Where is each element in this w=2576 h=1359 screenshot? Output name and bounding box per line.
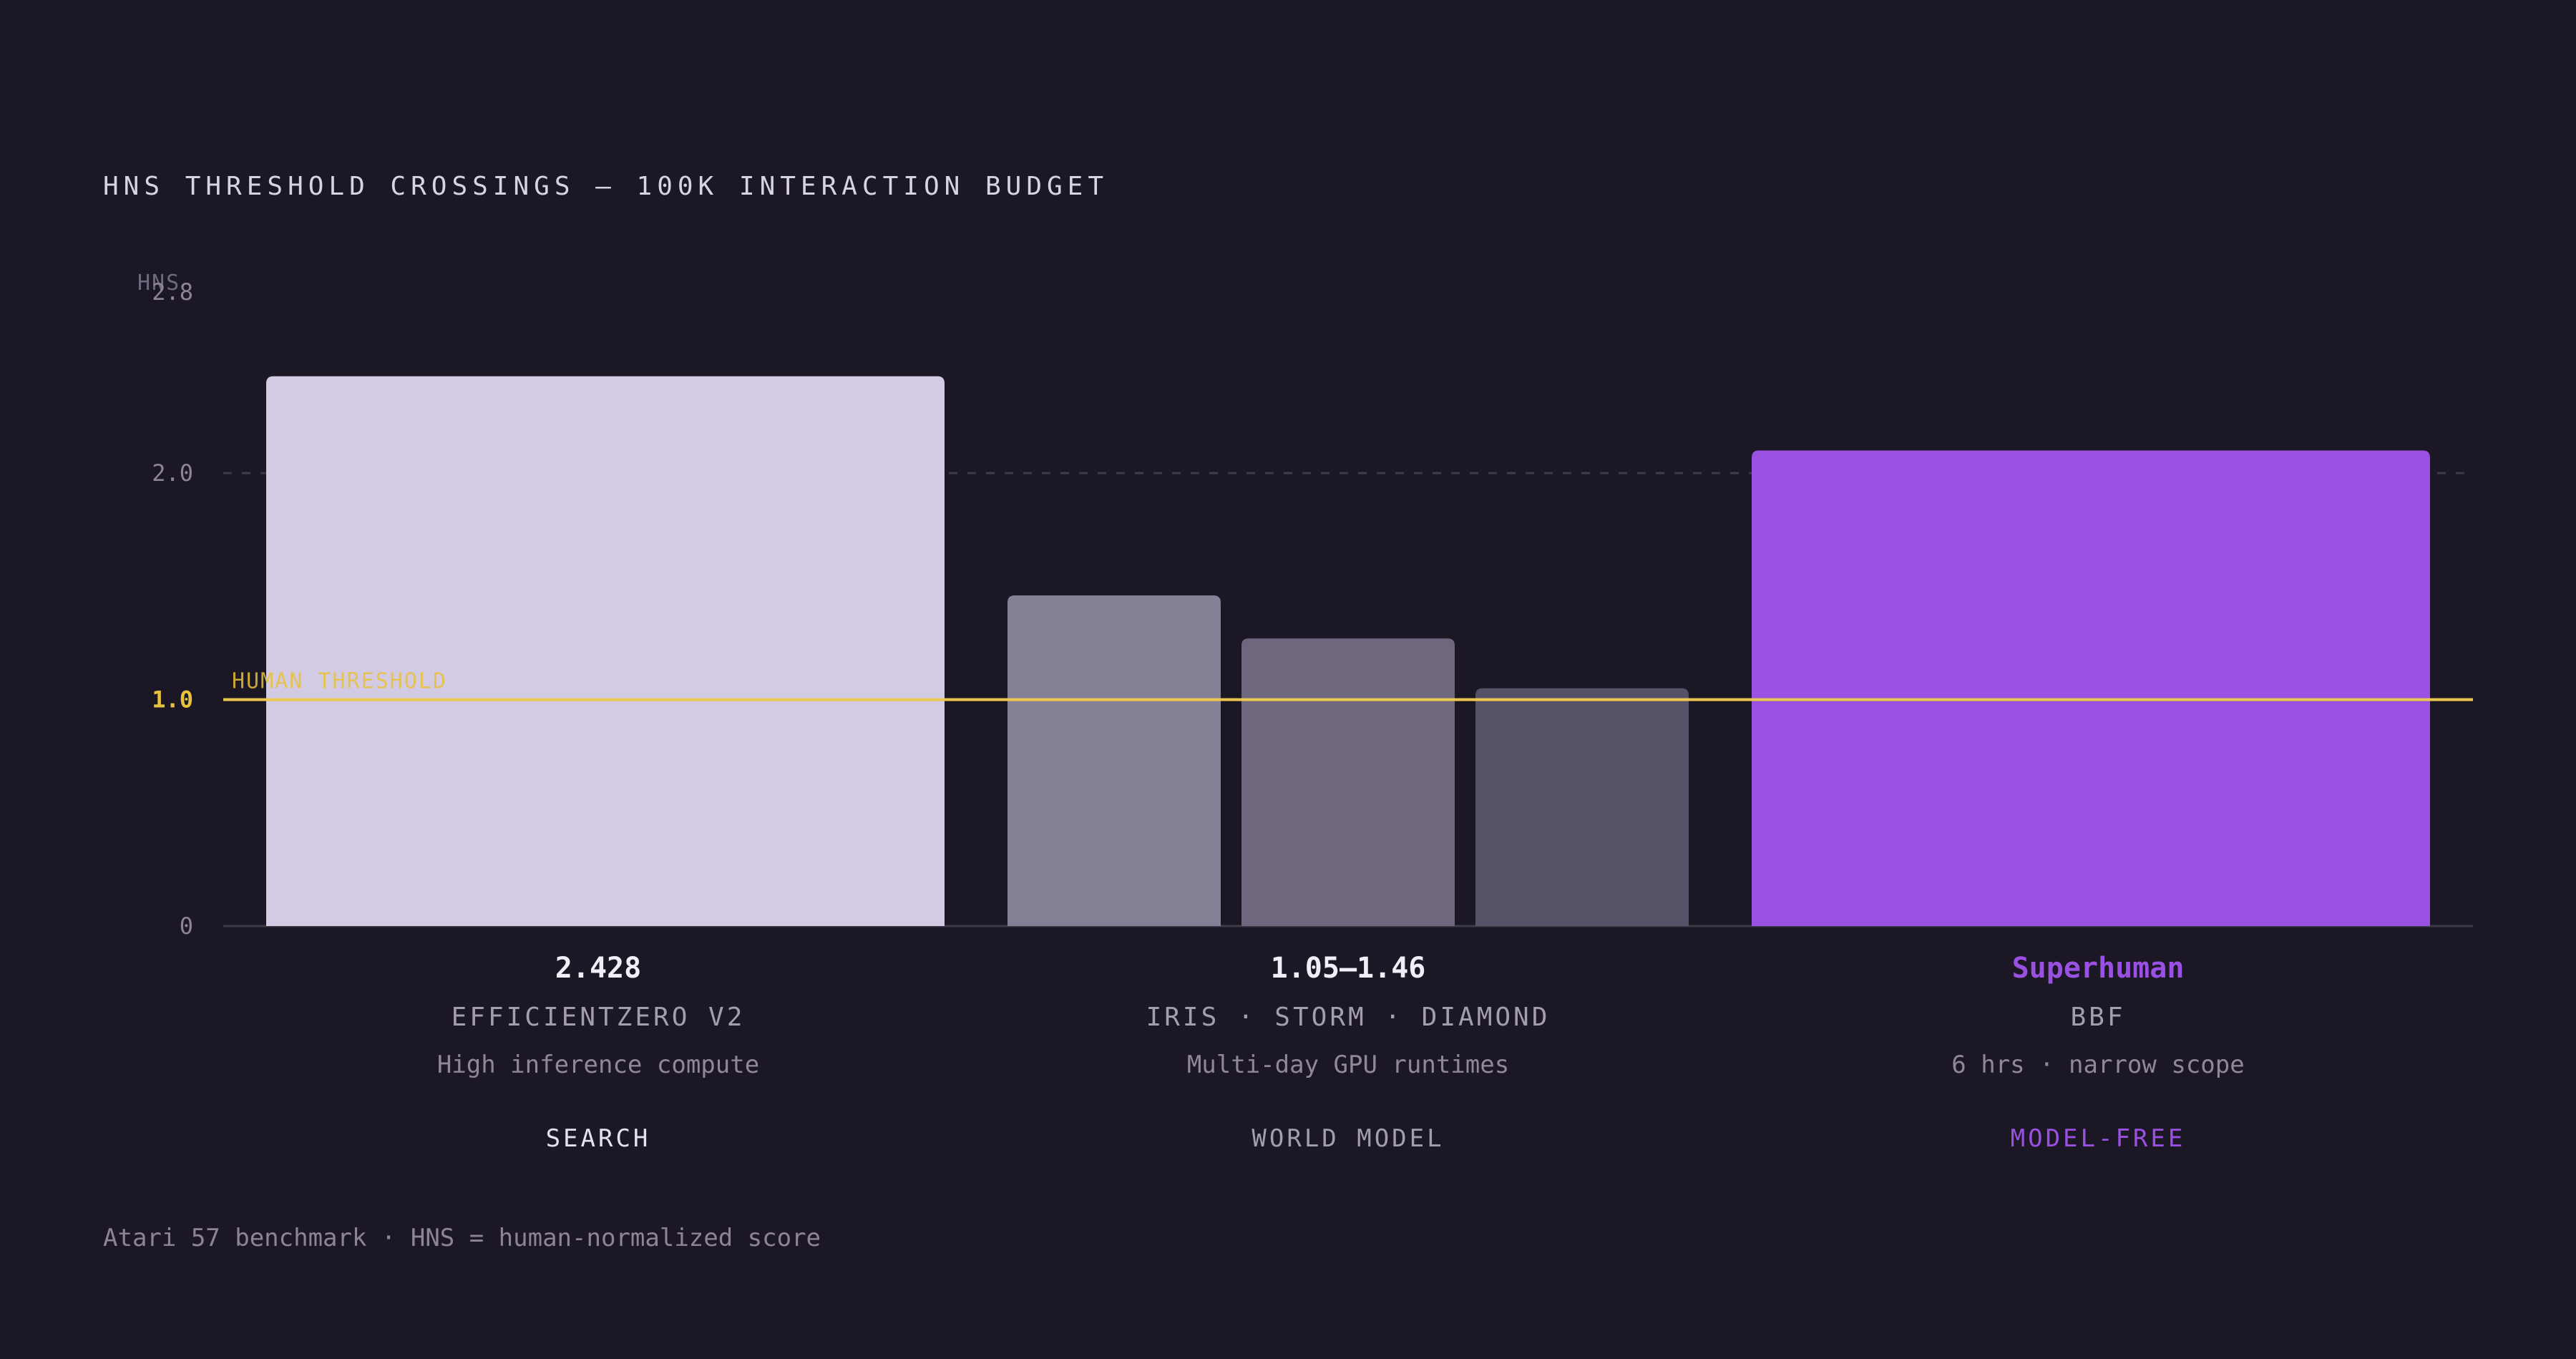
category-label-world-model: WORLD MODEL [1252, 1124, 1444, 1153]
bar-world-model-1 [1008, 595, 1221, 926]
model-note-model-free: 6 hrs · narrow scope [1951, 1051, 2244, 1079]
bar-world-model-3 [1475, 688, 1689, 926]
category-label-search: SEARCH [546, 1124, 651, 1153]
category-label-model-free: MODEL-FREE [2011, 1124, 2186, 1153]
model-name-model-free: BBF [2070, 1003, 2125, 1032]
y-tick-label: 1.0 [152, 686, 193, 713]
bar-layer [266, 376, 2430, 926]
y-tick-label: 2.8 [152, 278, 193, 306]
model-note-search: High inference compute [437, 1051, 759, 1079]
bar-model-free-1 [1752, 450, 2430, 926]
human-threshold-label: HUMAN THRESHOLD [232, 669, 447, 694]
y-tick-label: 0 [180, 912, 193, 940]
value-label-model-free: Superhuman [2012, 952, 2185, 985]
value-label-search: 2.428 [555, 952, 641, 985]
label-layer: HNS 0 1.0 2.0 2.8 2.428 EFFICIENTZERO V2 High i… [137, 271, 2245, 1153]
chart-footnote: Atari 57 benchmark · HNS = human-normali… [103, 1224, 821, 1252]
value-label-world-model: 1.05–1.46 [1271, 952, 1426, 985]
bar-search-1 [266, 376, 945, 926]
bar-world-model-2 [1241, 638, 1455, 926]
model-name-search: EFFICIENTZERO V2 [452, 1003, 746, 1032]
overlay-layer: HUMAN THRESHOLD [223, 669, 2473, 701]
threshold-highlight [223, 698, 2473, 701]
model-note-world-model: Multi-day GPU runtimes [1187, 1051, 1509, 1079]
chart-title: HNS THRESHOLD CROSSINGS — 100K INTERACTI… [103, 172, 1109, 201]
model-name-world-model: IRIS · STORM · DIAMOND [1146, 1003, 1551, 1032]
y-axis-title: HNS [137, 271, 180, 296]
y-tick-label: 2.0 [152, 459, 193, 487]
